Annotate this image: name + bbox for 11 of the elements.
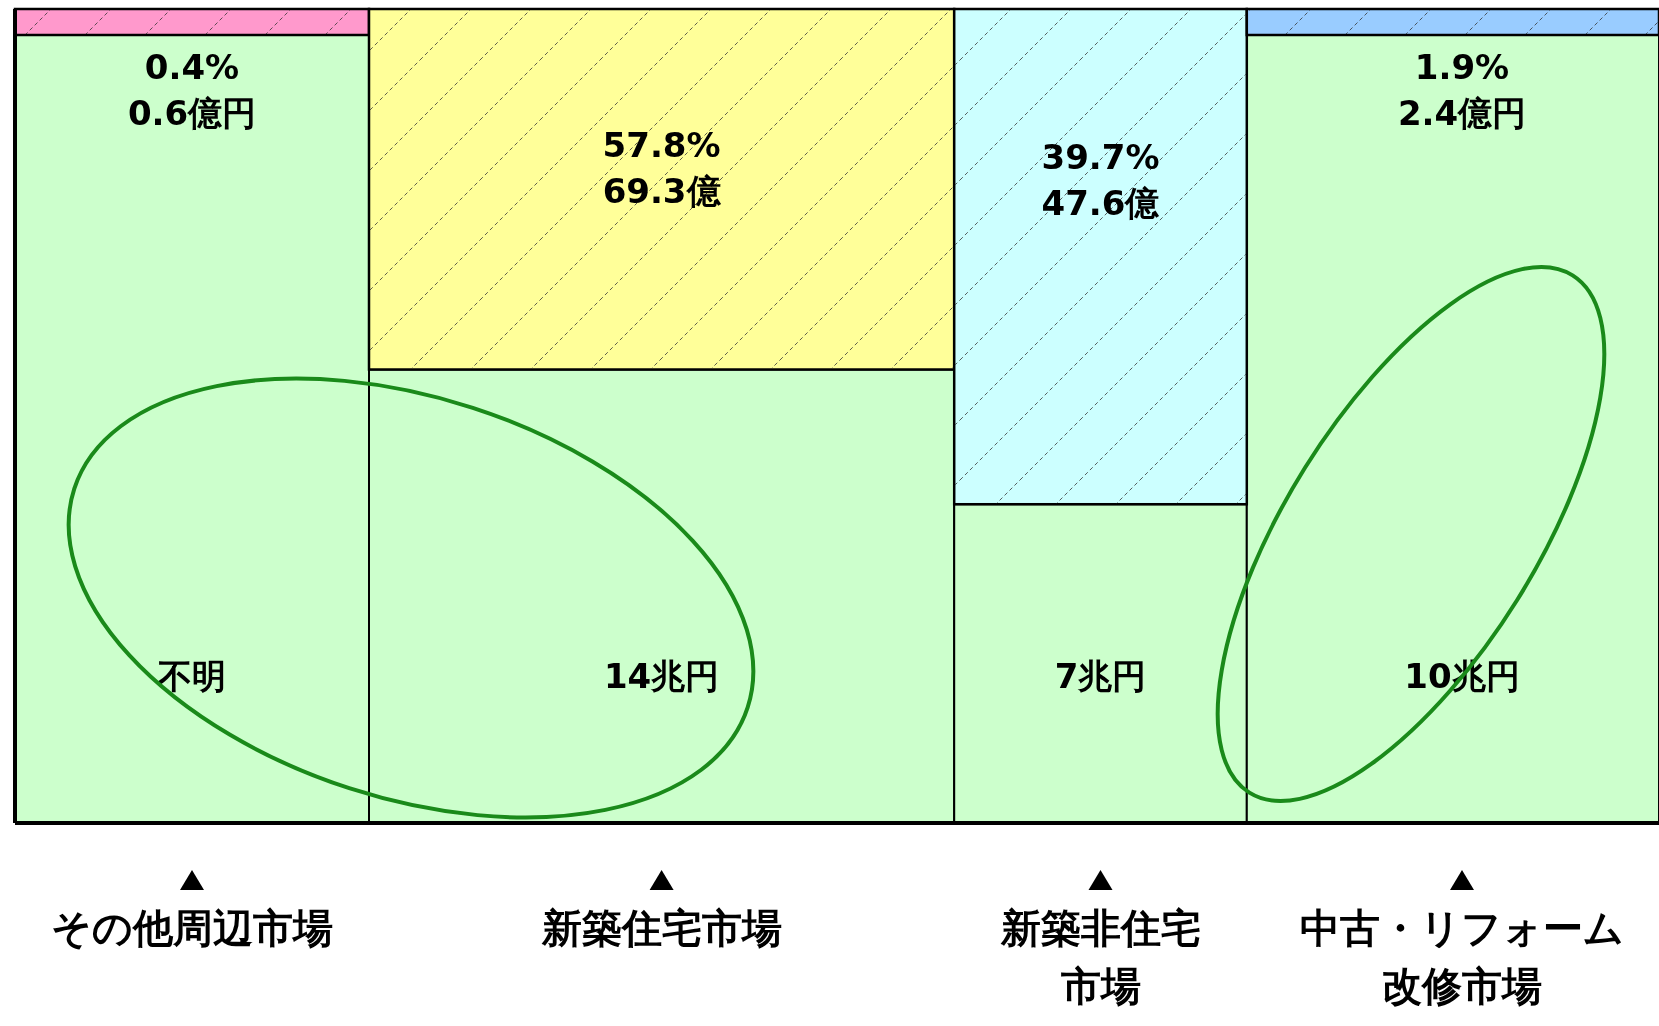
category-label: その他周辺市場 bbox=[51, 905, 333, 951]
data-label: 14兆円 bbox=[603, 656, 720, 696]
data-label: 39.7% 47.6億 bbox=[1041, 137, 1161, 223]
data-label: 57.8% 69.3億 bbox=[602, 125, 722, 211]
category-label: 新築住宅市場 bbox=[540, 905, 782, 951]
category-label: 中古・リフォーム改修市場 bbox=[1300, 905, 1624, 1009]
data-label: 不明 bbox=[157, 656, 226, 696]
category-label: 新築非住宅市場 bbox=[999, 905, 1201, 1009]
data-label: 0.4% 0.6億円 bbox=[127, 47, 257, 133]
data-label: 1.9% 2.4億円 bbox=[1397, 47, 1527, 133]
data-label: 7兆円 bbox=[1054, 656, 1147, 696]
